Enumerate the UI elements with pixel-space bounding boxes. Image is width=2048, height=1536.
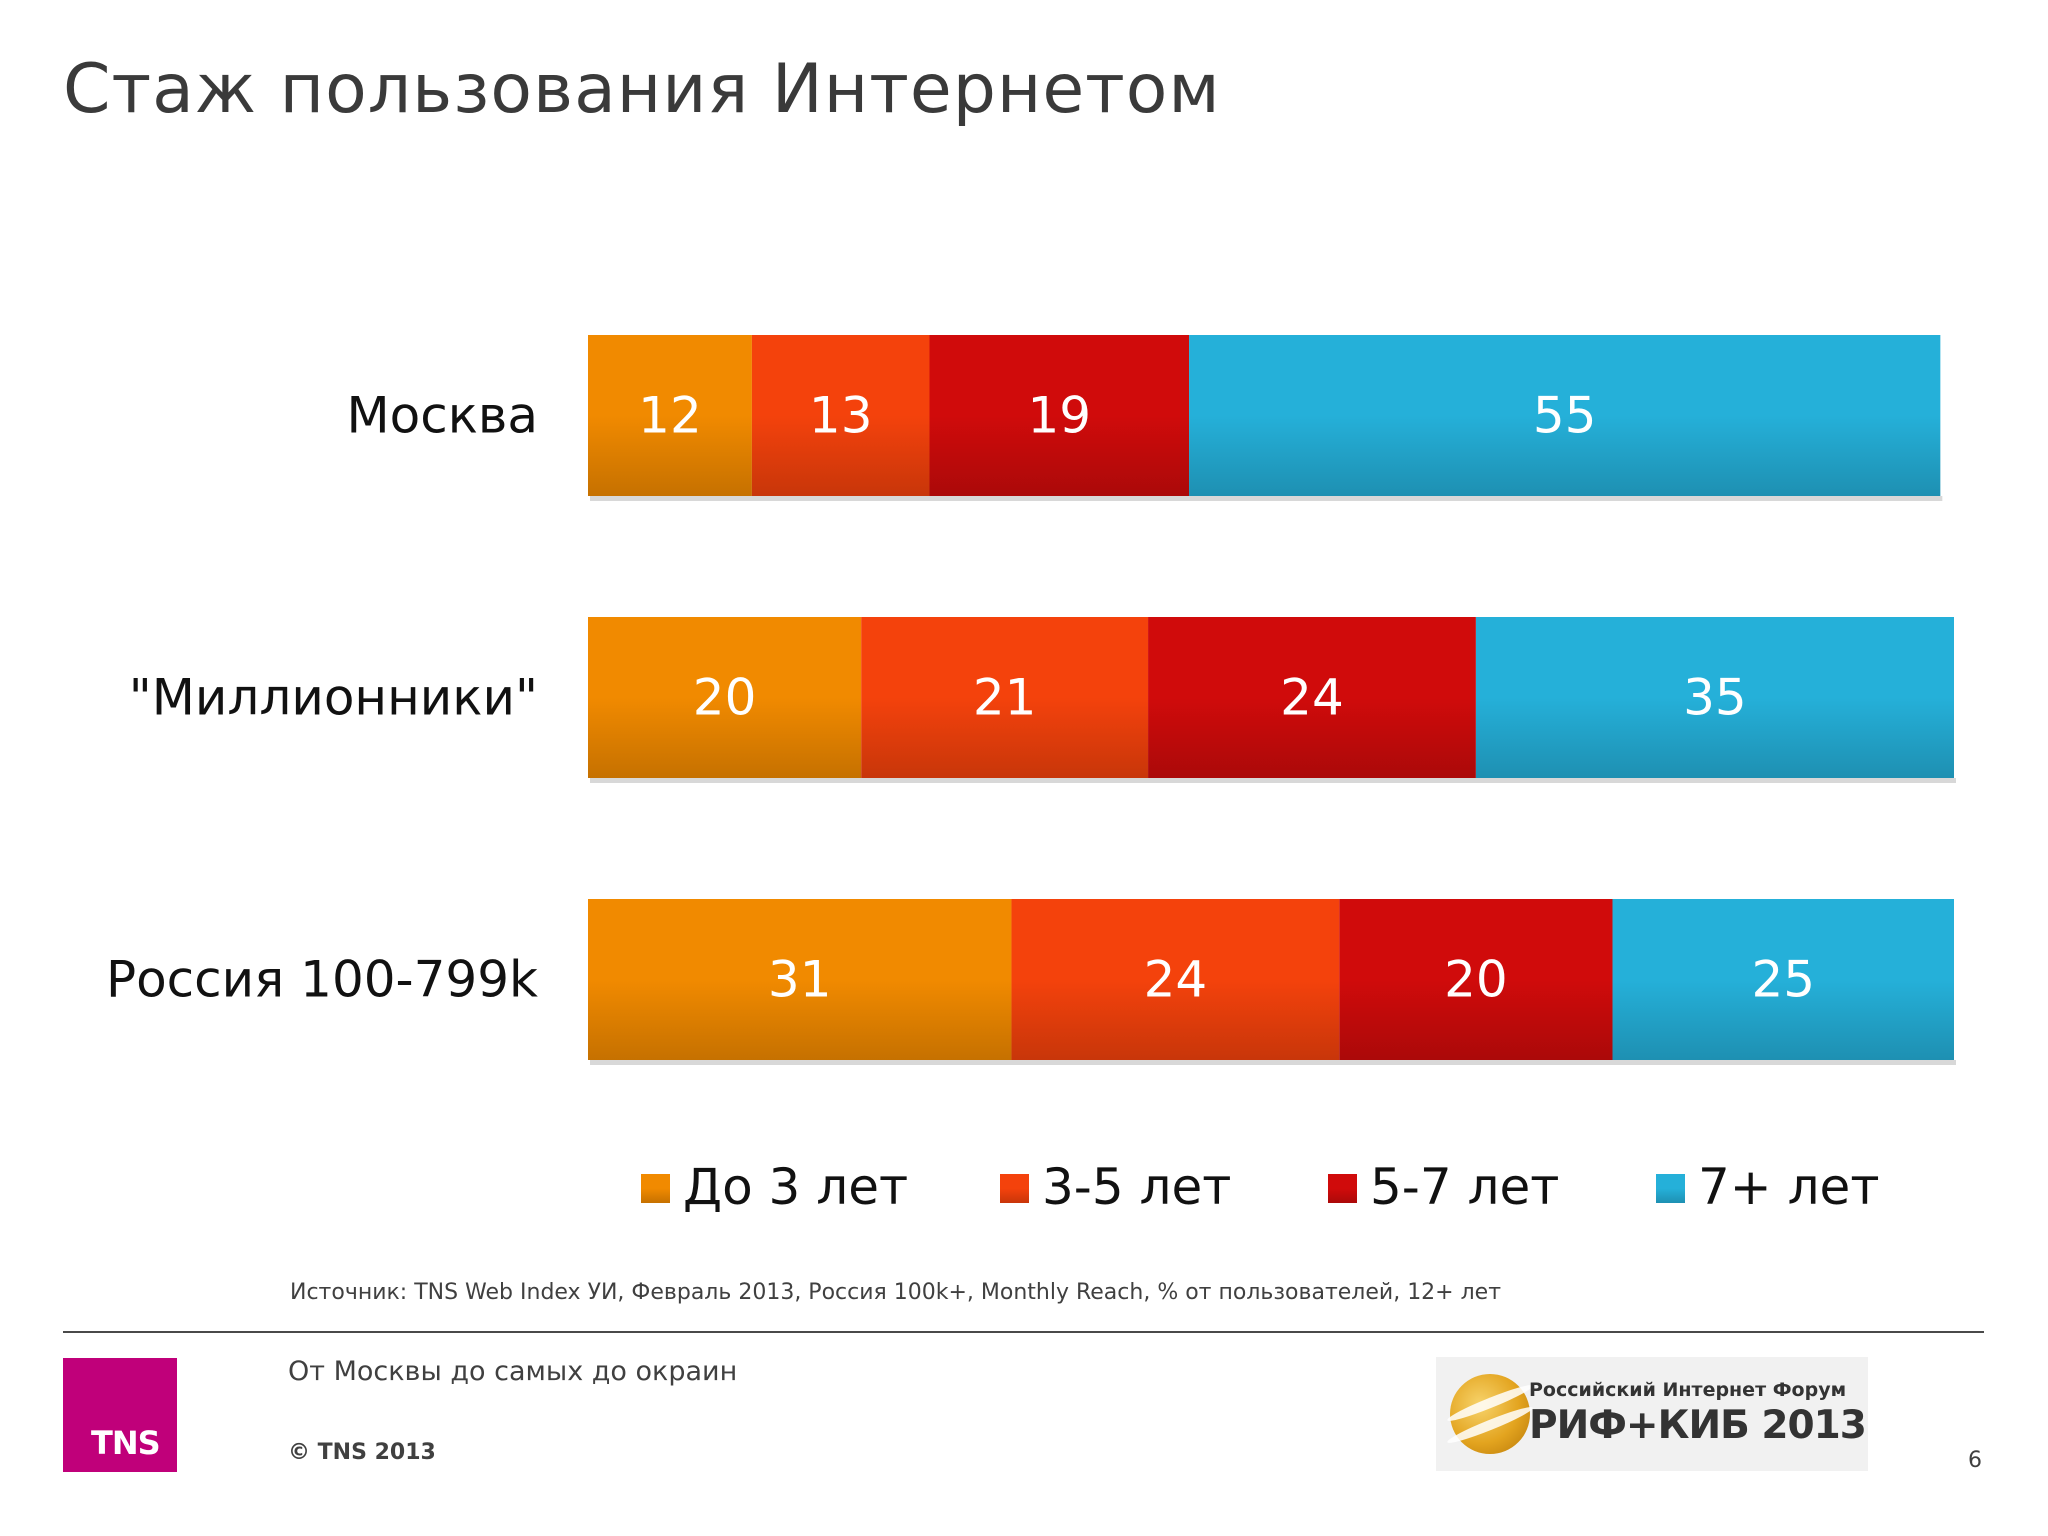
bar-shadow [590, 496, 1943, 501]
legend-label: 7+ лет [1698, 1158, 1879, 1216]
stacked-bar-chart: Москва 12 13 19 55 "Миллионники" 20 21 24 35 Росси… [106, 335, 1956, 1216]
bar-segment [588, 899, 1012, 1060]
bar-segment [1011, 899, 1340, 1060]
event-logo-line1: Российский Интернет Форум [1529, 1379, 1847, 1401]
data-label: 19 [1027, 387, 1091, 445]
data-label: 35 [1683, 669, 1747, 727]
category-label: Россия 100-799k [106, 951, 538, 1009]
bar-segment [588, 617, 862, 778]
footer-tagline: От Москвы до самых до окраин [288, 1356, 738, 1387]
bar-segment [1612, 899, 1954, 1060]
category-label: Москва [346, 387, 538, 445]
legend-swatch [1328, 1174, 1357, 1203]
bar-shadow [590, 778, 1956, 783]
category-label: "Миллионники" [129, 669, 538, 727]
data-label: 25 [1751, 951, 1815, 1009]
legend-swatch [641, 1174, 670, 1203]
bar-segment [861, 617, 1149, 778]
bar-segment [1339, 899, 1613, 1060]
bar-segment [1189, 335, 1941, 496]
legend-label: 3-5 лет [1042, 1158, 1231, 1216]
data-label: 55 [1533, 387, 1597, 445]
tns-logo-text: TNS [91, 1424, 161, 1462]
bar-segment [1475, 617, 1954, 778]
bar-segment [751, 335, 930, 496]
legend-swatch [1656, 1174, 1685, 1203]
footer-divider [63, 1331, 1984, 1333]
legend-label: 5-7 лет [1370, 1158, 1559, 1216]
globe-icon [1450, 1374, 1530, 1454]
footer-copyright: © TNS 2013 [288, 1440, 436, 1465]
data-label: 20 [1444, 951, 1508, 1009]
data-label: 13 [809, 387, 873, 445]
data-label: 12 [638, 387, 702, 445]
data-label: 21 [973, 669, 1037, 727]
bar-segment [1148, 617, 1476, 778]
slide-title: Стаж пользования Интернетом [63, 50, 1221, 129]
bar-segment [588, 335, 752, 496]
source-note: Источник: TNS Web Index УИ, Февраль 2013… [290, 1280, 1502, 1305]
data-label: 24 [1280, 669, 1344, 727]
data-label: 20 [693, 669, 757, 727]
rif-kib-logo: Российский Интернет Форум РИФ+КИБ 2013 [1436, 1357, 1868, 1471]
bar-segment [929, 335, 1190, 496]
tns-logo: TNS [63, 1358, 177, 1472]
data-label: 24 [1144, 951, 1208, 1009]
legend-swatch [1000, 1174, 1029, 1203]
data-label: 31 [768, 951, 832, 1009]
legend-label: До 3 лет [683, 1158, 908, 1216]
page-number: 6 [1968, 1448, 1982, 1473]
bar-shadow [590, 1060, 1956, 1065]
event-logo-line2: РИФ+КИБ 2013 [1529, 1403, 1867, 1448]
